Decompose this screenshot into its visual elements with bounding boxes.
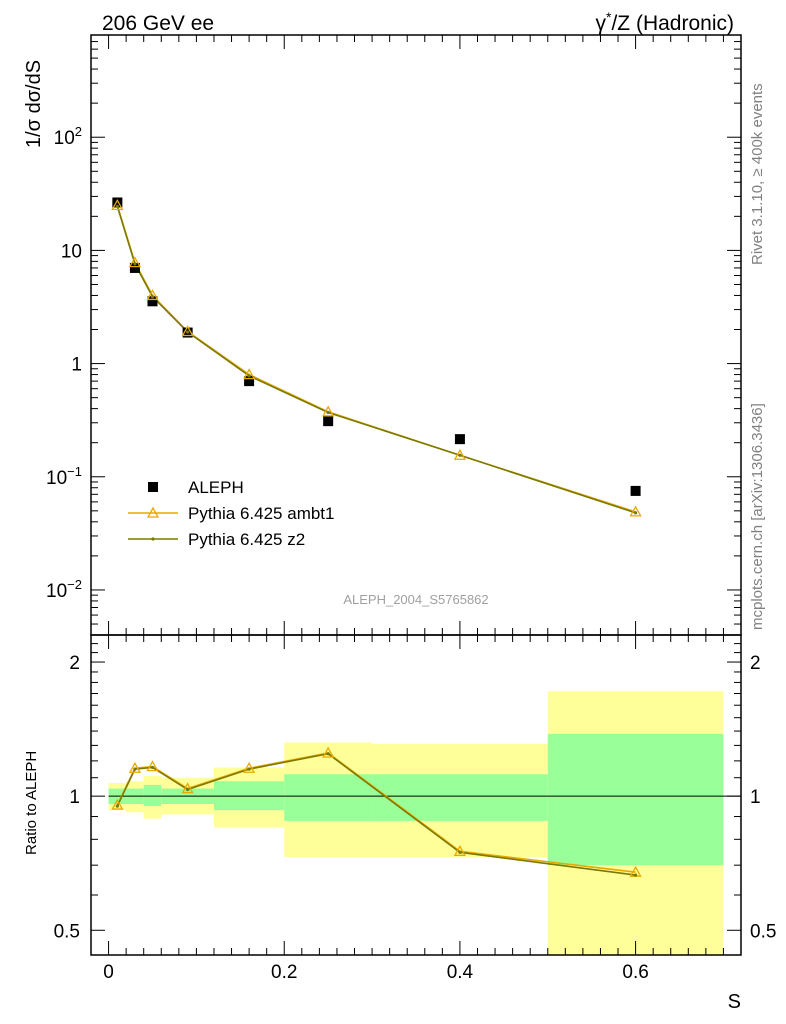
ambt1-line [116, 205, 636, 513]
ambt1-marker [181, 325, 194, 337]
tick-base: 10 [54, 128, 75, 149]
ratio-y-tick-label-right: 2 [750, 653, 761, 674]
x-tick-label: 0.6 [622, 962, 648, 983]
ratio-z2-marker [150, 765, 155, 770]
z2-marker [133, 262, 137, 266]
ambt1-marker [128, 256, 142, 268]
ratio-y-tick-label-left: 2 [69, 653, 80, 674]
z2-marker [458, 453, 462, 457]
legend-label: ALEPH [188, 478, 244, 497]
gamma-star: * [606, 9, 612, 25]
tick-base: 10 [46, 468, 67, 489]
aleph-data-point [630, 485, 641, 496]
ratio-z2-marker [115, 804, 119, 808]
y-tick-label: 102 [54, 124, 82, 149]
aleph-data-point [129, 262, 140, 273]
ratio-z2-marker [326, 752, 330, 756]
z2-marker [115, 204, 119, 208]
z2-marker [326, 410, 330, 415]
ratio-ambt1-marker [453, 844, 467, 856]
ratio-plot-frame [90, 634, 742, 956]
tick-exponent: −2 [67, 577, 82, 592]
x-tick-label: 0.2 [271, 962, 297, 983]
ratio-z2-marker [458, 850, 462, 854]
ratio-ambt1-marker [128, 761, 142, 773]
tick-base: 10 [46, 581, 67, 602]
tick-exponent: 2 [75, 124, 82, 139]
ratio-band-inner [284, 774, 373, 821]
ratio-ambt1-marker [111, 798, 124, 810]
ratio-ambt1-marker [181, 782, 194, 794]
ratio-ambt1-marker [243, 761, 256, 773]
z2-marker [150, 295, 155, 299]
x-tick-label: 0 [103, 962, 114, 983]
ratio-y-tick-label-right: 1 [750, 787, 761, 808]
ratio-ambt1-marker [146, 760, 159, 772]
legend-z2-marker [151, 537, 155, 541]
ratio-band-inner [143, 784, 162, 807]
aleph-data-point [244, 376, 255, 387]
legend-label: Pythia 6.425 ambt1 [188, 504, 334, 523]
plot-header-right: γ*/Z (Hadronic) [596, 9, 734, 35]
legend-label: Pythia 6.425 z2 [188, 530, 305, 549]
z2-marker [633, 511, 638, 515]
z2-marker [186, 330, 190, 334]
ratio-y-tick-label-left: 0.5 [54, 921, 80, 942]
analysis-watermark: ALEPH_2004_S5765862 [343, 592, 488, 607]
tick-exponent: −1 [67, 464, 82, 479]
aleph-data-point [112, 197, 123, 208]
plot-header-left: 206 GeV ee [102, 12, 214, 35]
ambt1-marker [453, 448, 467, 460]
process-name: /Z (Hadronic) [611, 12, 734, 35]
ratio-z2-marker [133, 767, 137, 771]
x-tick-label: 0.4 [447, 962, 474, 983]
ambt1-marker [243, 368, 256, 380]
ambt1-marker [629, 505, 642, 517]
ratio-ambt1-marker [322, 746, 335, 758]
x-axis-label: S [728, 991, 741, 1013]
aleph-data-point [454, 434, 465, 445]
y-tick-label: 10−1 [46, 464, 82, 489]
ambt1-marker [322, 405, 335, 417]
gamma-symbol: γ [596, 12, 607, 35]
ratio-y-axis-label: Ratio to ALEPH [23, 751, 40, 855]
mcplots-label: mcplots.cern.ch [arXiv:1306.3436] [749, 403, 766, 630]
ratio-z2-marker [633, 873, 638, 877]
ratio-y-tick-label-left: 1 [69, 787, 80, 808]
ratio-z2-marker [186, 787, 190, 792]
main-y-label-text: 1/σ dσ/dS [23, 60, 45, 148]
ambt1-marker [146, 289, 159, 301]
legend-ambt1-marker [146, 506, 160, 518]
ratio-z2-marker [247, 767, 251, 771]
z2-marker [247, 374, 251, 378]
ambt1-marker [111, 199, 124, 211]
z2-line [116, 206, 636, 514]
legend: ALEPH Pythia 6.425 ambt1 Pythia 6.425 z2 [128, 478, 334, 549]
aleph-data-point [147, 296, 158, 307]
y-tick-label: 1 [71, 355, 82, 376]
ratio-band-inner [372, 774, 548, 821]
y-tick-label: 10 [61, 241, 82, 262]
aleph-data-point [323, 416, 334, 427]
ratio-band-inner [547, 733, 724, 866]
legend-aleph-marker [148, 482, 158, 492]
ratio-panel: 0 0.2 0.4 0.6 0.5 0.5 1 1 2 2 [54, 634, 776, 983]
main-y-axis-label: 1/σ dσ/dS [23, 60, 45, 148]
rivet-version-label: Rivet 3.1.10, ≥ 400k events [749, 83, 766, 265]
y-tick-label: 10−2 [46, 577, 82, 602]
ratio-y-tick-label-right: 0.5 [750, 921, 776, 942]
header: 206 GeV ee γ*/Z (Hadronic) [102, 9, 734, 35]
